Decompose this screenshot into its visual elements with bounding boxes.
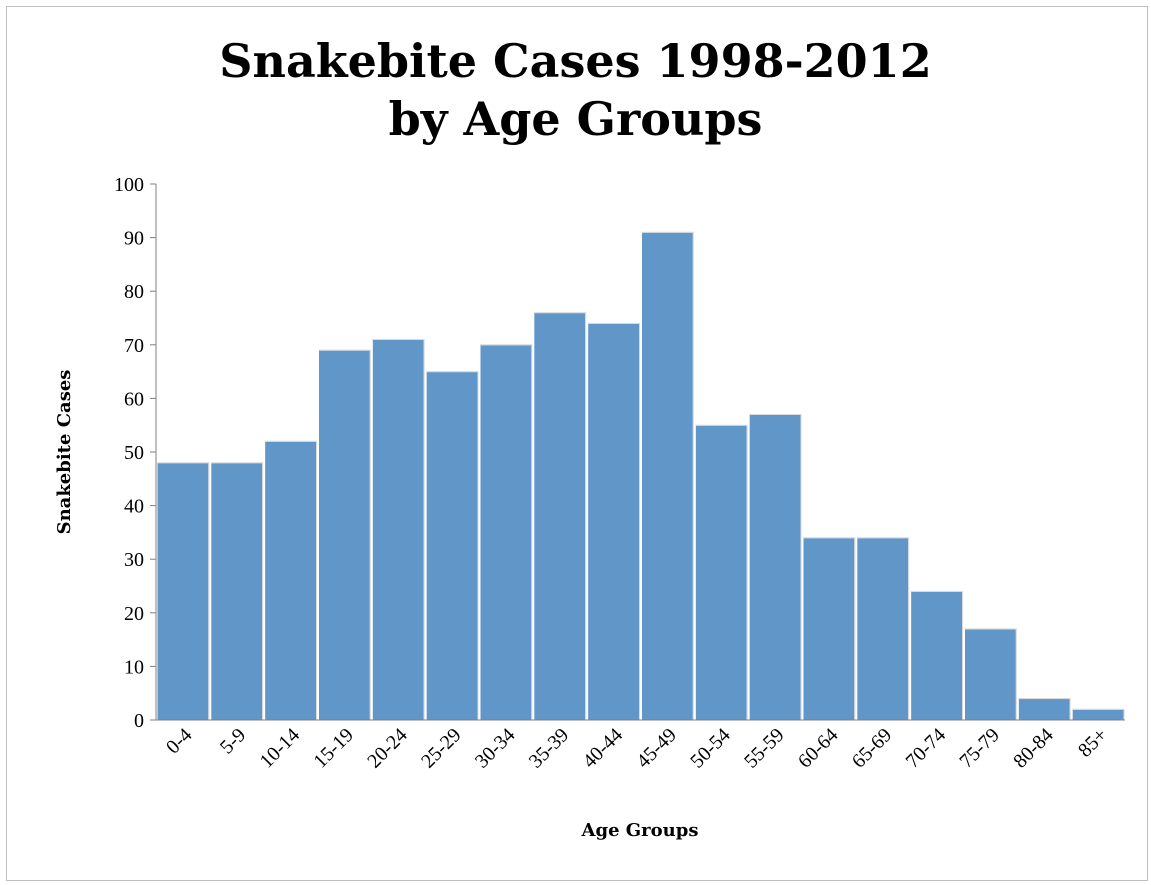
bar-edge-40-44 bbox=[587, 322, 640, 720]
x-tick-label-75-79: 75-79 bbox=[955, 724, 1004, 773]
x-tick-label-65-69: 65-69 bbox=[848, 724, 897, 773]
chart-title-line-2: by Age Groups bbox=[388, 92, 763, 146]
x-tick-label-15-19: 15-19 bbox=[309, 724, 358, 773]
bars-group bbox=[156, 231, 1125, 721]
bar-10-14 bbox=[264, 440, 318, 721]
bar-45-49 bbox=[641, 231, 694, 721]
bar-edge-55-59 bbox=[749, 413, 802, 720]
x-tick-label-40-44: 40-44 bbox=[579, 724, 628, 773]
x-tick-label-5-9: 5-9 bbox=[216, 724, 250, 758]
bar-75-79 bbox=[964, 628, 1017, 721]
bar-edge-30-34 bbox=[480, 344, 533, 720]
bar-70-74 bbox=[910, 590, 963, 721]
bar-15-19 bbox=[318, 349, 371, 721]
x-tick-label-85+: 85+ bbox=[1074, 724, 1112, 762]
bar-5-9 bbox=[210, 462, 264, 721]
bar-80-84 bbox=[1017, 698, 1071, 721]
bar-25-29 bbox=[425, 371, 479, 721]
bar-edge-0-4 bbox=[157, 462, 210, 720]
bar-edge-65-69 bbox=[856, 537, 910, 720]
bar-edge-25-29 bbox=[426, 371, 479, 720]
x-tick-label-0-4: 0-4 bbox=[162, 724, 196, 758]
y-axis-title: Snakebite Cases bbox=[54, 370, 75, 535]
x-tick-label-45-49: 45-49 bbox=[632, 724, 681, 773]
x-tick-label-10-14: 10-14 bbox=[256, 724, 305, 773]
y-tick-label: 30 bbox=[124, 549, 144, 571]
bar-50-54 bbox=[694, 424, 748, 721]
y-tick-label: 0 bbox=[134, 710, 144, 732]
bar-30-34 bbox=[479, 344, 533, 721]
bar-edge-45-49 bbox=[641, 231, 694, 720]
bar-edge-80-84 bbox=[1018, 698, 1071, 720]
x-axis-title: Age Groups bbox=[581, 820, 699, 841]
x-tick-label-50-54: 50-54 bbox=[686, 724, 735, 773]
bar-edge-85+ bbox=[1072, 708, 1125, 720]
bar-edge-70-74 bbox=[910, 590, 963, 720]
y-tick-label: 60 bbox=[124, 388, 144, 410]
bar-edge-15-19 bbox=[318, 349, 371, 720]
x-tick-labels: 0-4 5-9 10-14 15-19 20-24 25-29 30-34 35-39 40-4… bbox=[162, 724, 1112, 773]
bar-60-64 bbox=[802, 537, 856, 721]
chart-title: Snakebite Cases 1998-2012 by Age Groups bbox=[0, 32, 1151, 148]
y-tick-label: 90 bbox=[124, 228, 144, 250]
bar-edge-60-64 bbox=[803, 537, 856, 720]
y-tick-label: 100 bbox=[114, 174, 144, 196]
bar-65-69 bbox=[856, 537, 910, 721]
bar-edge-50-54 bbox=[695, 424, 748, 720]
y-tick-label: 40 bbox=[124, 496, 144, 518]
y-tick-label: 50 bbox=[124, 442, 144, 464]
y-tick-labels: 0 10 20 30 40 50 60 70 80 90 100 bbox=[114, 174, 144, 732]
x-tick-label-30-34: 30-34 bbox=[471, 724, 520, 773]
bar-0-4 bbox=[156, 462, 210, 721]
bar-edge-75-79 bbox=[964, 628, 1017, 720]
axes-group bbox=[150, 183, 1125, 721]
bar-40-44 bbox=[587, 322, 640, 721]
x-tick-label-80-84: 80-84 bbox=[1009, 724, 1058, 773]
y-tick-label: 80 bbox=[124, 281, 144, 303]
y-tick-label: 20 bbox=[124, 603, 144, 625]
x-tick-label-70-74: 70-74 bbox=[902, 724, 951, 773]
bar-20-24 bbox=[371, 338, 425, 721]
x-tick-label-60-64: 60-64 bbox=[794, 724, 843, 773]
x-tick-label-25-29: 25-29 bbox=[417, 724, 466, 773]
bar-85+ bbox=[1071, 708, 1125, 721]
bar-35-39 bbox=[533, 312, 587, 721]
x-tick-label-35-39: 35-39 bbox=[525, 724, 574, 773]
x-tick-label-20-24: 20-24 bbox=[363, 724, 412, 773]
bar-edge-35-39 bbox=[533, 312, 587, 720]
y-tick-label: 70 bbox=[124, 335, 144, 357]
chart-title-line-1: Snakebite Cases 1998-2012 bbox=[219, 34, 932, 88]
x-tick-label-55-59: 55-59 bbox=[740, 724, 789, 773]
bar-edge-20-24 bbox=[372, 338, 425, 720]
bar-edge-10-14 bbox=[264, 440, 317, 720]
bar-edge-5-9 bbox=[210, 462, 264, 720]
bar-55-59 bbox=[748, 413, 802, 721]
y-tick-label: 10 bbox=[124, 656, 144, 678]
